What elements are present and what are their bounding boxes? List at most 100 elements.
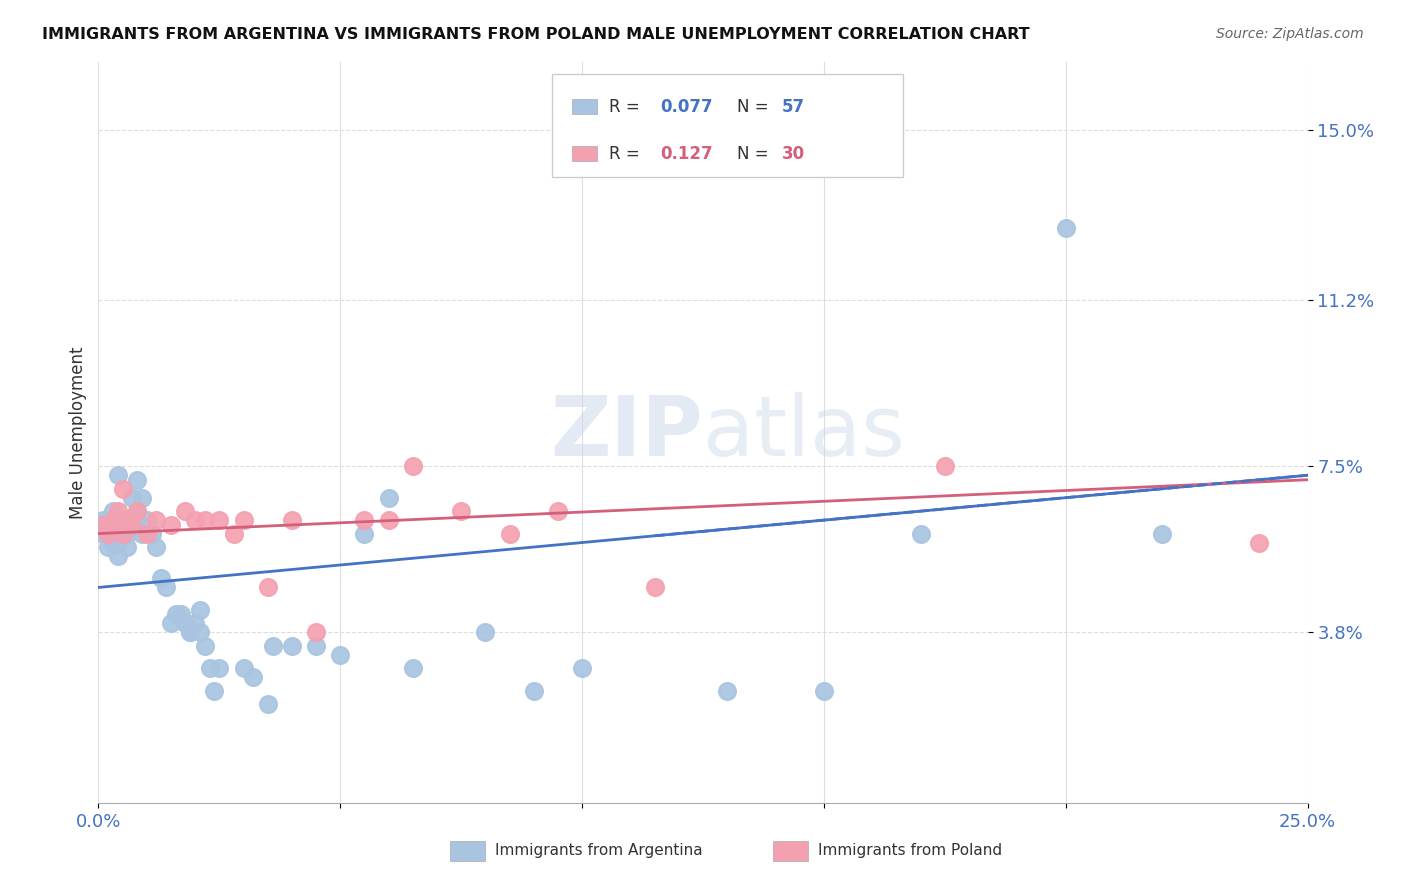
Point xyxy=(101,513,124,527)
Point xyxy=(184,513,207,527)
Point xyxy=(127,513,149,527)
Point xyxy=(97,526,120,541)
Point xyxy=(377,513,399,527)
Point xyxy=(117,540,139,554)
Text: Immigrants from Argentina: Immigrants from Argentina xyxy=(495,844,703,858)
Point xyxy=(188,603,211,617)
Point xyxy=(281,513,304,527)
Text: N =: N = xyxy=(737,145,773,162)
Point xyxy=(145,513,167,527)
Point xyxy=(571,661,593,675)
Text: 57: 57 xyxy=(782,98,804,116)
Point xyxy=(353,513,375,527)
Point xyxy=(160,517,183,532)
Point xyxy=(1054,221,1077,235)
Point xyxy=(150,571,173,585)
Point xyxy=(910,526,932,541)
Point xyxy=(208,513,231,527)
Point xyxy=(121,491,143,505)
Text: IMMIGRANTS FROM ARGENTINA VS IMMIGRANTS FROM POLAND MALE UNEMPLOYMENT CORRELATIO: IMMIGRANTS FROM ARGENTINA VS IMMIGRANTS … xyxy=(42,27,1029,42)
Point xyxy=(145,540,167,554)
Text: 0.127: 0.127 xyxy=(661,145,713,162)
Text: R =: R = xyxy=(609,98,645,116)
Point xyxy=(329,648,352,662)
Text: 0.077: 0.077 xyxy=(661,98,713,116)
Point xyxy=(716,683,738,698)
Point xyxy=(198,661,221,675)
Point xyxy=(101,504,124,518)
Point xyxy=(377,491,399,505)
Point xyxy=(127,473,149,487)
Point xyxy=(111,513,134,527)
Point xyxy=(111,526,134,541)
Point xyxy=(174,504,197,518)
Point xyxy=(184,616,207,631)
Point xyxy=(547,504,569,518)
Point xyxy=(121,517,143,532)
Point xyxy=(194,639,217,653)
Point xyxy=(179,625,201,640)
Point xyxy=(107,549,129,563)
Point xyxy=(232,661,254,675)
Point xyxy=(97,526,120,541)
Point xyxy=(194,513,217,527)
Point xyxy=(101,535,124,549)
Point xyxy=(402,459,425,474)
Point xyxy=(474,625,496,640)
Point xyxy=(256,697,278,711)
Text: atlas: atlas xyxy=(703,392,904,473)
Point xyxy=(402,661,425,675)
Point xyxy=(1249,535,1271,549)
Text: Immigrants from Poland: Immigrants from Poland xyxy=(818,844,1002,858)
Text: N =: N = xyxy=(737,98,773,116)
Point xyxy=(179,625,201,640)
Point xyxy=(101,517,124,532)
Point xyxy=(111,526,134,541)
Point xyxy=(188,625,211,640)
FancyBboxPatch shape xyxy=(572,146,596,161)
Point xyxy=(305,625,328,640)
Point xyxy=(135,526,157,541)
Point xyxy=(523,683,546,698)
Point xyxy=(127,504,149,518)
Point xyxy=(141,526,163,541)
Point xyxy=(91,517,114,532)
Point xyxy=(934,459,956,474)
Point xyxy=(165,607,187,622)
Text: R =: R = xyxy=(609,145,645,162)
Point xyxy=(204,683,226,698)
Point xyxy=(242,670,264,684)
Point xyxy=(121,513,143,527)
Point xyxy=(208,661,231,675)
FancyBboxPatch shape xyxy=(572,99,596,114)
Point xyxy=(1152,526,1174,541)
FancyBboxPatch shape xyxy=(551,73,903,178)
Point xyxy=(127,504,149,518)
Text: ZIP: ZIP xyxy=(551,392,703,473)
Point xyxy=(498,526,520,541)
Point xyxy=(131,526,153,541)
Point xyxy=(117,513,139,527)
Point xyxy=(107,535,129,549)
Point xyxy=(262,639,284,653)
Point xyxy=(305,639,328,653)
Point xyxy=(222,526,245,541)
Point xyxy=(281,639,304,653)
Y-axis label: Male Unemployment: Male Unemployment xyxy=(69,346,87,519)
Point xyxy=(117,526,139,541)
Point xyxy=(174,616,197,631)
Point xyxy=(107,468,129,483)
Point xyxy=(107,504,129,518)
Point xyxy=(91,513,114,527)
Point xyxy=(450,504,472,518)
Point xyxy=(353,526,375,541)
Text: Source: ZipAtlas.com: Source: ZipAtlas.com xyxy=(1216,27,1364,41)
Point xyxy=(813,683,835,698)
Point xyxy=(160,616,183,631)
Point xyxy=(111,482,134,496)
Point xyxy=(169,607,191,622)
Point xyxy=(97,540,120,554)
Point xyxy=(644,581,666,595)
Text: 30: 30 xyxy=(782,145,804,162)
Point xyxy=(232,513,254,527)
